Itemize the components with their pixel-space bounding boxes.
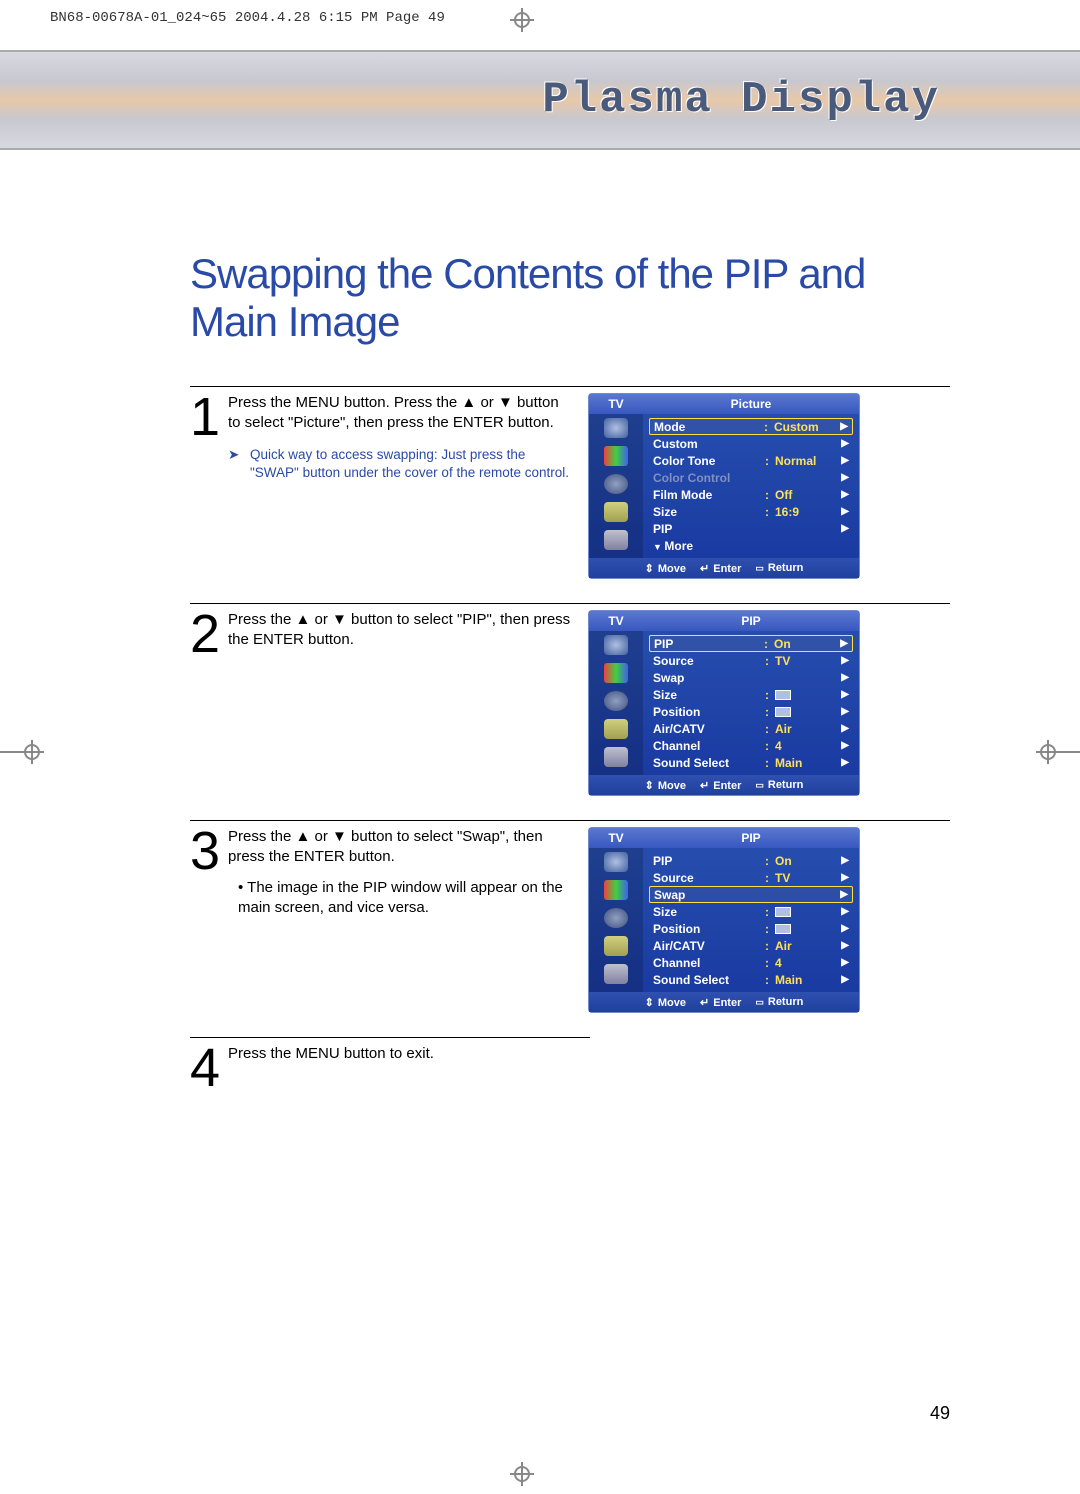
osd-row-size[interactable]: Size:▶ xyxy=(649,903,853,920)
step-tip: Quick way to access swapping: Just press… xyxy=(228,446,572,482)
osd-channel-icon xyxy=(604,719,628,739)
osd-sidebar-icons xyxy=(589,848,643,992)
osd-tv-label: TV xyxy=(589,831,643,845)
osd-sidebar-icons xyxy=(589,631,643,775)
step-number: 2 xyxy=(190,610,222,659)
osd-sound-icon xyxy=(604,908,628,928)
osd-hint-return: Return xyxy=(755,562,803,574)
size-icon xyxy=(775,907,791,917)
osd-input-icon xyxy=(604,446,628,466)
osd-row-air-catv[interactable]: Air/CATV:Air▶ xyxy=(649,937,853,954)
page-content: Swapping the Contents of the PIP and Mai… xyxy=(190,170,950,1414)
osd-row-color-control: Color Control▶ xyxy=(649,469,853,486)
osd-hint-move: Move xyxy=(645,562,686,575)
osd-hint-enter: Enter xyxy=(700,996,741,1009)
osd-picture-icon xyxy=(604,418,628,438)
step-sub-text: The image in the PIP window will appear … xyxy=(228,878,572,919)
crop-mark-top xyxy=(510,8,534,32)
osd-setup-icon xyxy=(604,530,628,550)
step-text: Press the MENU button to exit. xyxy=(228,1044,572,1064)
step-4: 4 Press the MENU button to exit. xyxy=(190,1037,590,1093)
crop-mark-left xyxy=(0,740,44,764)
osd-menu-rows: PIP:On▶ Source:TV▶ Swap▶ Size:▶ Position… xyxy=(643,848,859,992)
osd-hint-enter: Enter xyxy=(700,562,741,575)
osd-hint-return: Return xyxy=(755,779,803,791)
step-2: 2 Press the ▲ or ▼ button to select "PIP… xyxy=(190,603,950,796)
step-1: 1 Press the MENU button. Press the ▲ or … xyxy=(190,386,950,579)
osd-sound-icon xyxy=(604,474,628,494)
osd-hint-move: Move xyxy=(645,779,686,792)
osd-footer: Move Enter Return xyxy=(589,992,859,1012)
osd-row-pip[interactable]: PIP:On▶ xyxy=(649,852,853,869)
osd-picture-icon xyxy=(604,635,628,655)
osd-row-source[interactable]: Source:TV▶ xyxy=(649,869,853,886)
osd-setup-icon xyxy=(604,964,628,984)
size-icon xyxy=(775,690,791,700)
osd-title: PIP xyxy=(643,614,859,628)
osd-row-swap[interactable]: Swap▶ xyxy=(649,669,853,686)
step-body: Press the ▲ or ▼ button to select "Swap"… xyxy=(228,827,588,918)
step-body: Press the ▲ or ▼ button to select "PIP",… xyxy=(228,610,588,651)
osd-hint-enter: Enter xyxy=(700,779,741,792)
osd-title: PIP xyxy=(643,831,859,845)
step-text: Press the ▲ or ▼ button to select "Swap"… xyxy=(228,827,572,868)
osd-row-pip[interactable]: PIP:On▶ xyxy=(649,635,853,652)
osd-sound-icon xyxy=(604,691,628,711)
osd-pip-menu: TV PIP PIP:On▶ Source:TV▶ Swap▶ Size:▶ P… xyxy=(588,610,860,796)
osd-pip-swap-menu: TV PIP PIP:On▶ Source:TV▶ Swap▶ Size:▶ P… xyxy=(588,827,860,1013)
osd-row-color-tone[interactable]: Color Tone:Normal▶ xyxy=(649,452,853,469)
step-number: 3 xyxy=(190,827,222,876)
osd-row-source[interactable]: Source:TV▶ xyxy=(649,652,853,669)
osd-row-size[interactable]: Size:16:9▶ xyxy=(649,503,853,520)
osd-row-position[interactable]: Position:▶ xyxy=(649,920,853,937)
osd-row-sound-select[interactable]: Sound Select:Main▶ xyxy=(649,971,853,988)
osd-channel-icon xyxy=(604,502,628,522)
osd-hint-return: Return xyxy=(755,996,803,1008)
step-text: Press the MENU button. Press the ▲ or ▼ … xyxy=(228,393,572,434)
osd-row-channel[interactable]: Channel:4▶ xyxy=(649,954,853,971)
osd-row-film-mode[interactable]: Film Mode:Off▶ xyxy=(649,486,853,503)
osd-input-icon xyxy=(604,663,628,683)
osd-picture-menu: TV Picture Mode:Custom▶ Custom▶ Color To… xyxy=(588,393,860,579)
step-body: Press the MENU button. Press the ▲ or ▼ … xyxy=(228,393,588,482)
osd-tv-label: TV xyxy=(589,397,643,411)
osd-row-size[interactable]: Size:▶ xyxy=(649,686,853,703)
step-number: 4 xyxy=(190,1044,222,1093)
osd-row-mode[interactable]: Mode:Custom▶ xyxy=(649,418,853,435)
osd-row-air-catv[interactable]: Air/CATV:Air▶ xyxy=(649,720,853,737)
osd-title: Picture xyxy=(643,397,859,411)
step-number: 1 xyxy=(190,393,222,442)
osd-row-channel[interactable]: Channel:4▶ xyxy=(649,737,853,754)
osd-row-swap[interactable]: Swap▶ xyxy=(649,886,853,903)
osd-tv-label: TV xyxy=(589,614,643,628)
osd-sidebar-icons xyxy=(589,414,643,558)
osd-hint-move: Move xyxy=(645,996,686,1009)
position-icon xyxy=(775,924,791,934)
step-3: 3 Press the ▲ or ▼ button to select "Swa… xyxy=(190,820,950,1013)
crop-mark-right xyxy=(1036,740,1080,764)
osd-menu-rows: PIP:On▶ Source:TV▶ Swap▶ Size:▶ Position… xyxy=(643,631,859,775)
osd-setup-icon xyxy=(604,747,628,767)
page-number: 49 xyxy=(930,1403,950,1424)
document-header: BN68-00678A-01_024~65 2004.4.28 6:15 PM … xyxy=(50,10,445,26)
osd-row-more[interactable]: More xyxy=(649,537,853,554)
osd-row-sound-select[interactable]: Sound Select:Main▶ xyxy=(649,754,853,771)
step-body: Press the MENU button to exit. xyxy=(228,1044,588,1064)
osd-channel-icon xyxy=(604,936,628,956)
osd-picture-icon xyxy=(604,852,628,872)
osd-row-pip[interactable]: PIP▶ xyxy=(649,520,853,537)
banner-title: Plasma Display xyxy=(542,75,940,125)
osd-menu-rows: Mode:Custom▶ Custom▶ Color Tone:Normal▶ … xyxy=(643,414,859,558)
osd-footer: Move Enter Return xyxy=(589,775,859,795)
page-title: Swapping the Contents of the PIP and Mai… xyxy=(190,250,950,346)
step-text: Press the ▲ or ▼ button to select "PIP",… xyxy=(228,610,572,651)
page-banner: Plasma Display xyxy=(0,50,1080,150)
osd-row-custom[interactable]: Custom▶ xyxy=(649,435,853,452)
osd-footer: Move Enter Return xyxy=(589,558,859,578)
osd-row-position[interactable]: Position:▶ xyxy=(649,703,853,720)
crop-mark-bottom xyxy=(510,1462,534,1486)
position-icon xyxy=(775,707,791,717)
osd-input-icon xyxy=(604,880,628,900)
